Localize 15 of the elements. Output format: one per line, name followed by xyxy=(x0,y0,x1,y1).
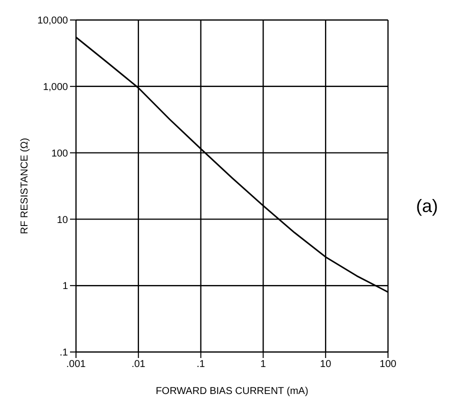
y-tick-label: .1 xyxy=(60,348,68,359)
y-axis-title: RF RESISTANCE (Ω) xyxy=(20,138,31,234)
x-tick-label: 10 xyxy=(320,359,332,370)
y-tick-label: 10,000 xyxy=(37,16,68,27)
y-tick-label: 100 xyxy=(51,148,68,160)
x-tick-label: 1 xyxy=(260,359,266,370)
x-tick-label: .01 xyxy=(131,359,146,370)
x-tick-label: .001 xyxy=(66,359,86,370)
text: (a) xyxy=(416,196,438,217)
x-tick-label: .1 xyxy=(196,359,206,370)
y-tick-label: 1,000 xyxy=(42,82,68,93)
x-axis-title: FORWARD BIAS CURRENT (mA) xyxy=(156,386,308,397)
y-tick-label: 1 xyxy=(62,281,68,292)
x-tick-label: 100 xyxy=(380,359,397,370)
y-tick-label: 10 xyxy=(56,214,68,226)
